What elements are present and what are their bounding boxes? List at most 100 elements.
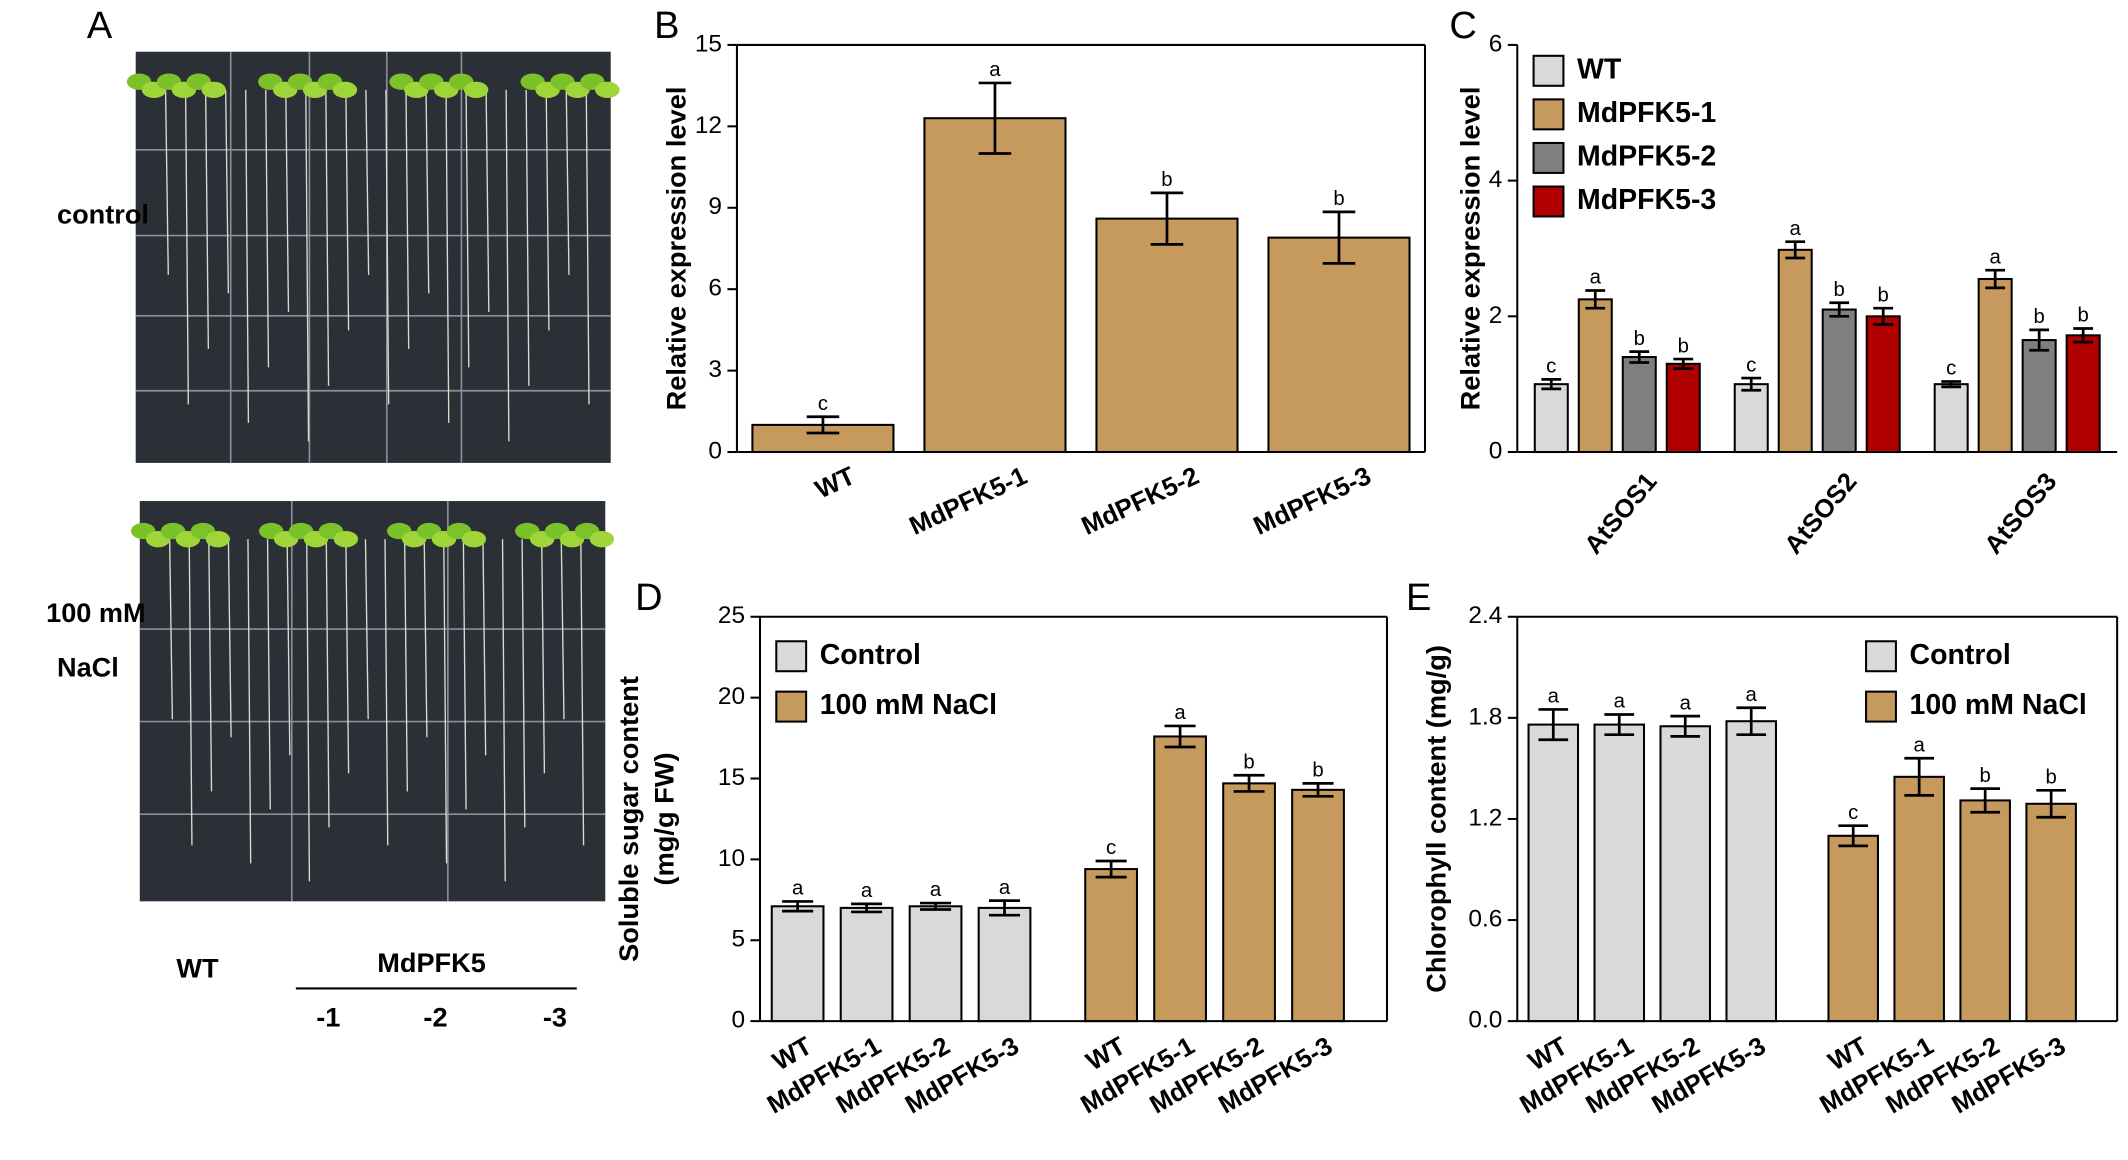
significance-letter: b [1878, 284, 1889, 306]
root [485, 89, 490, 312]
root [266, 539, 271, 810]
significance-letter: a [792, 878, 804, 900]
y-axis-label: Relative expression level [1455, 87, 1486, 411]
legend-label: MdPFK5-2 [1577, 140, 1716, 172]
bar [1725, 720, 1777, 1023]
significance-letter: a [1174, 702, 1186, 724]
root [364, 539, 369, 720]
bar [1095, 217, 1239, 454]
legend-swatch [1865, 640, 1897, 673]
panel-label: D [635, 577, 662, 619]
bar [1222, 782, 1276, 1023]
root [443, 539, 448, 864]
legend-label: Control [1910, 639, 2011, 671]
bar [1533, 383, 1569, 454]
bar [1153, 735, 1207, 1023]
root [365, 89, 370, 275]
root [565, 89, 570, 275]
root [224, 89, 230, 294]
condition-label: control [57, 198, 149, 229]
seedling [461, 530, 487, 548]
y-tick-label: 9 [708, 193, 722, 220]
legend-swatch [1865, 690, 1897, 723]
bar [1733, 383, 1769, 454]
root [325, 539, 330, 828]
root [164, 89, 169, 275]
legend-swatch [775, 690, 808, 723]
root [525, 89, 530, 386]
bar [1777, 248, 1813, 454]
bar [2065, 334, 2101, 454]
significance-letter: a [861, 880, 873, 902]
root [501, 539, 506, 882]
x-tick-label: MdPFK5-3 [1249, 462, 1375, 541]
root [482, 539, 487, 756]
bar [839, 906, 894, 1023]
y-tick-label: 1.8 [1468, 703, 1502, 730]
legend-swatch [775, 640, 808, 673]
root [465, 89, 470, 368]
bar [1593, 723, 1646, 1023]
significance-letter: b [1634, 328, 1645, 350]
bar [1827, 834, 1879, 1023]
root [345, 89, 350, 331]
significance-letter: a [989, 59, 1001, 81]
significance-letter: a [1914, 734, 1926, 756]
significance-letter: b [2045, 766, 2056, 788]
significance-letter: b [1333, 188, 1344, 210]
root [204, 89, 210, 349]
x-tick-label: AtSOS3 [1979, 468, 2062, 560]
root [580, 539, 585, 846]
seedling [205, 530, 231, 548]
root [462, 539, 467, 810]
y-axis-label: Chlorophyll content (mg/g) [1421, 645, 1452, 993]
legend-label: 100 mM NaCl [820, 689, 997, 721]
root [405, 89, 410, 349]
line-number: -1 [316, 1002, 340, 1033]
bar [923, 117, 1067, 454]
root [285, 89, 290, 312]
seedling [589, 530, 615, 548]
seedling [201, 81, 226, 99]
bar [1977, 277, 2013, 454]
root [247, 539, 252, 864]
significance-letter: c [1546, 356, 1556, 378]
y-tick-label: 1.2 [1468, 804, 1502, 831]
significance-letter: b [2033, 306, 2044, 328]
line-number: -2 [423, 1002, 447, 1033]
bar [1893, 775, 1945, 1023]
root [306, 539, 311, 882]
x-tick-label: AtSOS1 [1579, 468, 1662, 560]
y-tick-label: 2.4 [1468, 602, 1502, 629]
panel-label: E [1406, 577, 1431, 619]
bar [1659, 725, 1712, 1023]
photo-salt [139, 501, 606, 902]
x-tick-label: MdPFK5-2 [1077, 462, 1203, 541]
bar [908, 905, 963, 1023]
root [423, 539, 428, 738]
legend-label: MdPFK5-3 [1577, 184, 1716, 216]
legend-swatch [1532, 98, 1565, 131]
significance-letter: a [1990, 246, 2002, 268]
bar [1621, 356, 1657, 454]
root [325, 89, 330, 386]
bar [1933, 383, 1969, 454]
condition-label: 100 mM [46, 597, 146, 628]
significance-letter: c [1946, 358, 1956, 380]
root [345, 539, 350, 774]
root [385, 89, 390, 405]
bar [2025, 802, 2077, 1023]
line-number: -3 [543, 1002, 567, 1033]
y-axis-label: Soluble sugar content [613, 676, 644, 962]
y-tick-label: 5 [731, 926, 745, 953]
significance-letter: a [1746, 684, 1758, 706]
significance-letter: c [1106, 837, 1116, 859]
root [545, 89, 550, 331]
root [184, 89, 189, 405]
legend-swatch [1532, 185, 1565, 218]
significance-letter: b [1312, 760, 1323, 782]
significance-letter: b [1834, 279, 1845, 301]
x-tick-label: WT [811, 462, 859, 505]
root [445, 89, 450, 423]
